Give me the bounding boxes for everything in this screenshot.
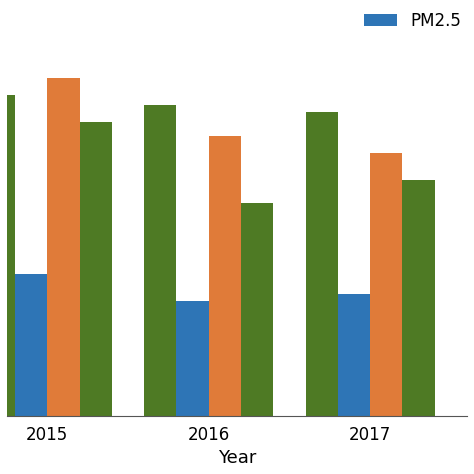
X-axis label: Year: Year: [218, 449, 256, 467]
Bar: [241, 203, 273, 416]
Bar: [47, 78, 80, 416]
Bar: [176, 301, 209, 416]
Bar: [209, 136, 241, 416]
Bar: [370, 153, 402, 416]
Bar: [338, 294, 370, 416]
Bar: [80, 122, 112, 416]
Bar: [0, 95, 15, 416]
Bar: [144, 105, 176, 416]
Bar: [402, 180, 435, 416]
Legend: PM2.5: PM2.5: [357, 5, 468, 36]
Bar: [15, 274, 47, 416]
Bar: [306, 112, 338, 416]
